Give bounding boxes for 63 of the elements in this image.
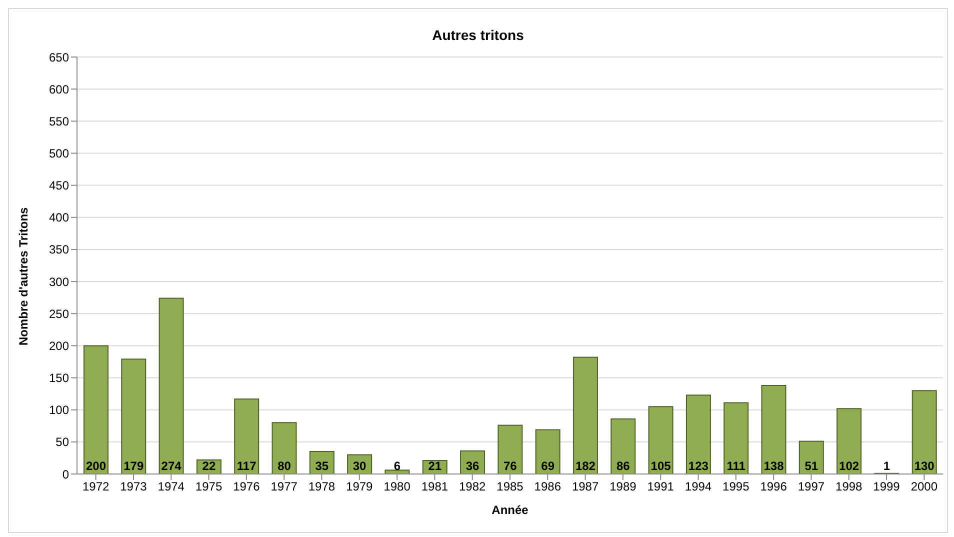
x-tick-label: 1998 (836, 480, 863, 494)
data-label: 69 (541, 459, 555, 473)
y-tick-label: 300 (48, 274, 70, 289)
x-axis-title: Année (492, 503, 529, 517)
y-tick-label: 650 (48, 50, 70, 64)
x-tick-label: 1978 (308, 480, 336, 494)
y-tick-label: 550 (48, 114, 70, 128)
data-label: 274 (161, 459, 182, 473)
data-label: 138 (764, 459, 784, 473)
data-label: 86 (616, 459, 630, 473)
data-label: 76 (503, 459, 518, 473)
data-label: 6 (394, 459, 401, 473)
y-tick-label: 450 (48, 178, 70, 193)
y-axis-title: Nombre d'autres Tritons (16, 206, 30, 346)
data-label: 123 (688, 459, 709, 473)
y-tick-label: 350 (48, 242, 70, 257)
x-tick-label: 1991 (647, 480, 674, 494)
y-tick-label: 0 (62, 467, 70, 482)
data-label: 105 (650, 459, 672, 473)
data-label: 111 (726, 459, 746, 473)
data-label: 22 (202, 459, 216, 473)
data-label: 21 (428, 459, 442, 473)
x-tick-label: 1996 (760, 480, 788, 494)
data-label: 30 (352, 459, 367, 473)
data-label: 35 (315, 459, 329, 473)
data-label: 51 (804, 459, 818, 473)
x-tick-label: 1979 (346, 480, 374, 494)
x-tick-label: 1977 (270, 480, 298, 494)
x-tick-label: 1995 (722, 480, 750, 494)
x-tick-label: 1985 (496, 480, 524, 494)
x-tick-label: 2000 (910, 480, 938, 494)
x-tick-label: 1989 (610, 480, 637, 494)
data-label: 36 (466, 459, 480, 473)
x-tick-label: 1997 (798, 480, 825, 494)
y-tick-label: 50 (56, 435, 70, 450)
y-tick-label: 150 (48, 371, 70, 386)
y-tick-label: 600 (48, 82, 70, 96)
y-tick-label: 100 (48, 403, 70, 418)
x-tick-label: 1974 (158, 480, 185, 494)
data-label: 102 (839, 459, 860, 473)
x-tick-label: 1981 (421, 480, 448, 494)
data-label: 130 (914, 459, 935, 473)
chart-title: Autres tritons (431, 27, 525, 43)
x-tick-label: 1982 (458, 480, 486, 494)
y-tick-label: 200 (48, 338, 70, 353)
y-tick-label: 500 (48, 146, 70, 160)
data-label: 182 (575, 459, 596, 473)
x-tick-label: 1994 (684, 480, 712, 494)
x-tick-label: 1999 (873, 480, 900, 494)
data-label: 200 (86, 459, 106, 473)
x-tick-label: 1973 (120, 480, 148, 494)
x-tick-label: 1975 (195, 480, 222, 494)
x-tick-label: 1976 (233, 480, 260, 494)
data-label: 117 (236, 459, 257, 473)
x-tick-label: 1980 (384, 480, 411, 494)
data-label: 1 (883, 459, 890, 473)
x-tick-label: 1987 (572, 480, 599, 494)
x-tick-label: 1972 (82, 480, 110, 494)
x-tick-label: 1986 (534, 480, 562, 494)
y-tick-label: 250 (48, 306, 70, 321)
data-label: 80 (278, 459, 292, 473)
y-tick-label: 400 (48, 210, 70, 225)
data-label: 179 (124, 459, 144, 473)
